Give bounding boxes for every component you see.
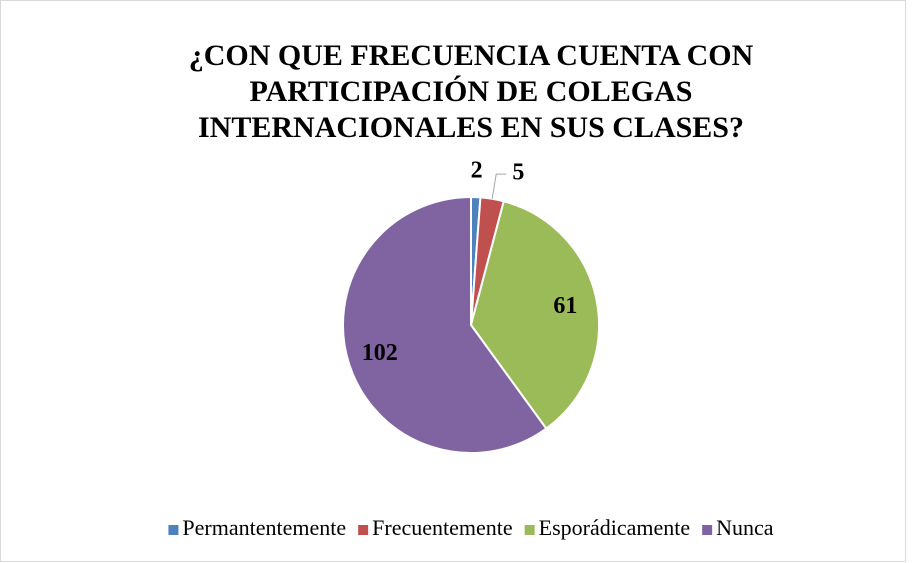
pie-slice: [342, 195, 548, 454]
chart-title: INTERNACIONALES EN SUS CLASES?: [198, 111, 744, 144]
chart-title: PARTICIPACIÓN DE COLEGAS: [250, 75, 693, 108]
pie-slice: [469, 200, 600, 430]
legend-label: Frecuentemente: [372, 515, 513, 540]
data-label: 5: [512, 160, 524, 186]
legend-label: Permantentemente: [182, 515, 346, 540]
data-label: 2: [471, 158, 483, 184]
legend-label: Nunca: [716, 515, 774, 540]
legend-swatch: [702, 525, 713, 535]
legend-label: Esporádicamente: [539, 515, 691, 540]
legend-swatch: [168, 525, 179, 535]
legend-swatch: [358, 525, 369, 535]
data-label: 102: [362, 340, 398, 366]
data-label: 61: [553, 293, 577, 319]
chart-title: ¿CON QUE FRECUENCIA CUENTA CON: [189, 39, 754, 72]
legend-swatch: [524, 525, 535, 535]
leader-line: [491, 173, 507, 199]
